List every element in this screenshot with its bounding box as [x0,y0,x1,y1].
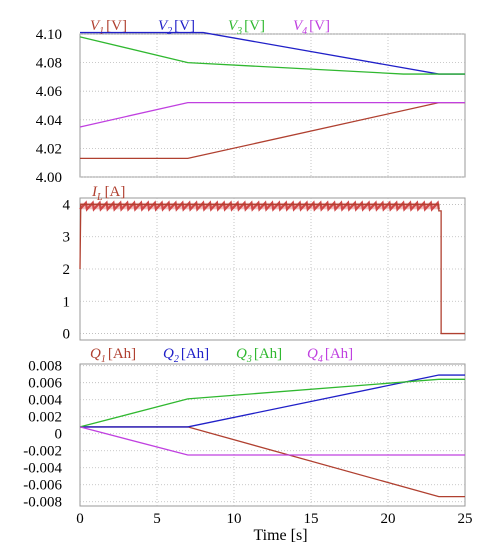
y-tick-label: 0.004 [28,393,62,409]
legend-entry: Q2 [Ah] [163,346,209,365]
y-tick-label: 0 [63,327,71,343]
series-line-2 [80,374,465,428]
legend-entry: Q4 [Ah] [307,346,353,365]
y-tick-label: 0.006 [28,376,62,392]
y-tick-label: 3 [63,230,71,246]
legend-entry: IL [A] [91,184,125,203]
chart-panel-2: 0 1 2 3 4 IL [A] [63,184,466,343]
y-tick-label: -0.006 [23,478,62,494]
series-line-1 [80,426,465,498]
series-line-3 [79,378,465,428]
x-tick-label: 0 [76,511,84,527]
y-tick-label: -0.004 [23,461,62,477]
legend-entry: V3 [V] [228,18,265,37]
series-line-3 [79,36,465,75]
series-line-4 [79,426,465,456]
chart-panel-1: 4.00 4.02 4.04 4.06 4.08 4.10 V1 [V] V2 [V] V3 [V] V… [36,18,466,186]
series-line-2 [80,31,465,75]
y-tick-label: 0.002 [28,410,62,426]
y-tick-label: 0.008 [28,359,62,375]
x-tick-label: 15 [304,511,319,527]
legend-entry: Q3 [Ah] [236,346,282,365]
x-tick-label: 20 [381,511,396,527]
y-tick-label: 4 [63,197,71,213]
y-tick-label: 1 [63,294,71,310]
current-ripple-band [80,202,439,210]
y-tick-label: 4.08 [36,56,62,72]
x-tick-label: 10 [227,511,242,527]
series-line-1 [80,101,465,160]
series-line-4 [79,101,465,128]
y-tick-label: 4.10 [36,27,62,43]
y-tick-label: 4.00 [36,170,62,186]
legend-entry: Q1 [Ah] [90,346,136,365]
x-tick-label: 25 [458,511,473,527]
y-tick-label: 0 [55,427,63,443]
y-tick-label: -0.002 [23,444,62,460]
legend-entry: V2 [V] [158,18,195,37]
x-tick-label: 5 [153,511,161,527]
y-tick-label: -0.008 [23,495,62,511]
y-tick-label: 4.06 [36,84,63,100]
plot-frame [79,33,466,178]
series-line-1 [79,203,465,335]
y-tick-label: 4.02 [36,141,62,157]
legend-entry: V4 [V] [293,18,330,37]
y-tick-label: 4.04 [36,113,63,129]
x-axis-label: Time [s] [253,527,307,544]
chart-panel-3: 0.0080.0060.0040.0020-0.002-0.004-0.006-… [23,346,472,544]
legend-entry: V1 [V] [90,18,127,37]
plot-frame [79,363,466,507]
y-tick-label: 2 [63,262,71,278]
